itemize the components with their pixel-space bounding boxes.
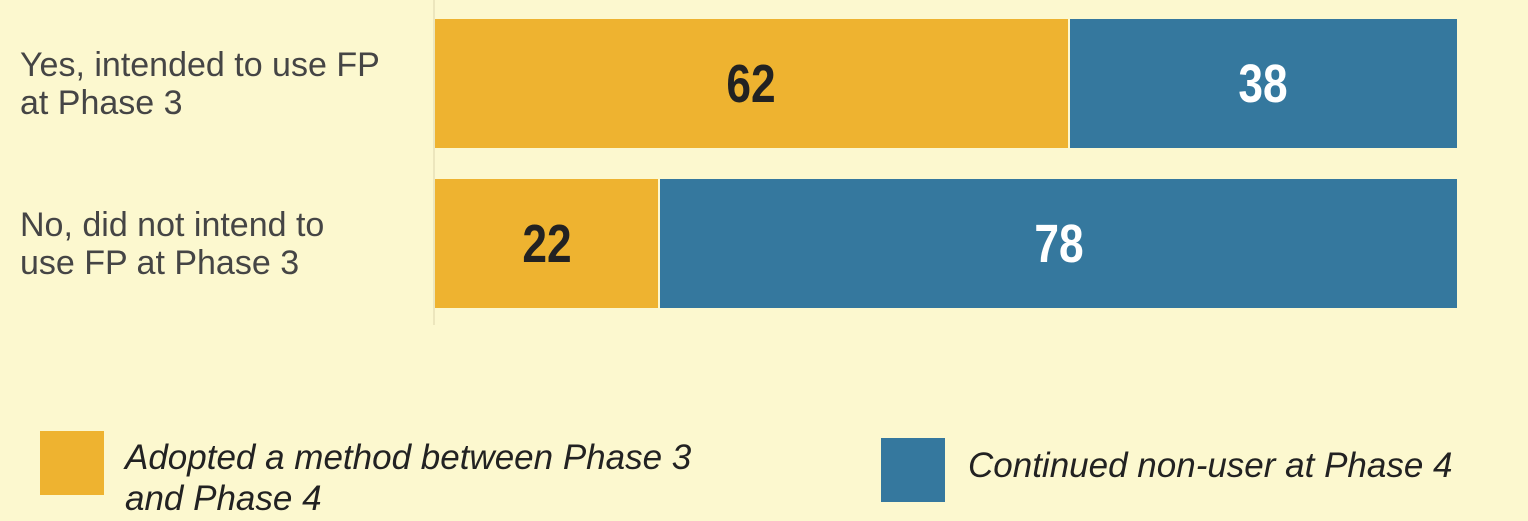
- bar-segment: 78: [660, 179, 1459, 308]
- legend-swatch: [881, 438, 945, 502]
- bar-segment: 62: [435, 19, 1070, 148]
- value-label: 78: [1033, 213, 1084, 274]
- axis-line: [433, 0, 435, 325]
- legend-label: Continued non-user at Phase 4: [968, 446, 1453, 485]
- value-label: 38: [1238, 53, 1289, 114]
- category-label: Yes, intended to use FP at Phase 3: [20, 45, 380, 122]
- legend-swatch: [40, 431, 104, 495]
- bar-segment: 22: [435, 179, 661, 308]
- value-label: 22: [522, 213, 572, 274]
- category-label: No, did not intend to use FP at Phase 3: [20, 205, 325, 282]
- value-label: 62: [726, 53, 777, 114]
- legend-label: Adopted a method between Phase 3 and Pha…: [125, 438, 692, 518]
- bar-segment: 38: [1069, 19, 1459, 148]
